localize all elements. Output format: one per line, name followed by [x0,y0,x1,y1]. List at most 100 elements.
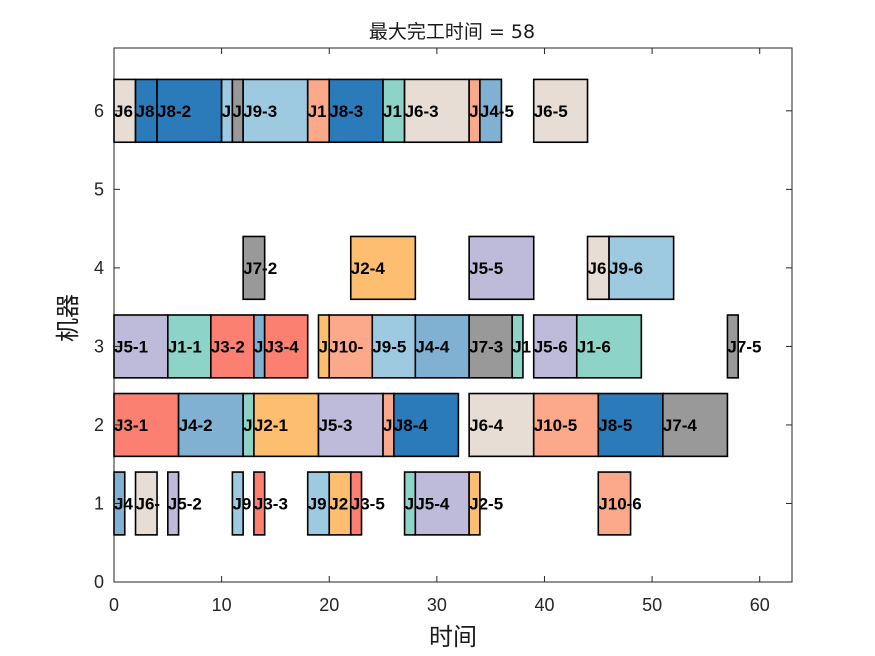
task-label: J5-3 [318,416,352,435]
y-tick-label: 6 [94,101,104,121]
task-label: J4-2 [179,416,213,435]
task-label: J6-3 [405,102,439,121]
task-label: J4 [114,494,133,513]
task-label: J [254,337,263,356]
task-label: J5-2 [168,494,202,513]
task-bar [210,314,255,379]
chart-title: 最大完工时间 = 58 [369,21,535,43]
x-tick-label: 30 [427,595,447,615]
task-bars [113,78,739,536]
y-tick-label: 4 [94,258,104,278]
x-axis-ticks: 0 10 20 30 40 50 60 [109,48,770,615]
x-tick-label: 0 [109,595,119,615]
task-label: J7-5 [727,337,761,356]
x-tick-label: 10 [212,595,232,615]
task-label: J [243,416,252,435]
task-bar [597,392,664,458]
task-label: J10- [329,337,363,356]
x-tick-label: 20 [319,595,339,615]
task-label: J9-3 [243,102,277,121]
task-label: J6 [114,102,133,121]
y-tick-label: 0 [94,572,104,592]
task-label: J10-6 [598,494,641,513]
task-bar [726,314,739,379]
task-label: J6 [588,259,607,278]
task-bar [242,235,266,301]
task-label: J3-4 [265,337,300,356]
x-tick-label: 40 [534,595,554,615]
task-label: J [383,416,392,435]
task-label: J8-5 [598,416,632,435]
task-label: J5-4 [415,494,450,513]
task-bar [167,314,212,379]
task-bar [317,392,384,458]
task-bar [511,314,524,379]
task-label: J3-3 [254,494,288,513]
task-label: J5-5 [469,259,503,278]
task-label: J [469,102,478,121]
task-bar [468,235,535,301]
y-axis-label: 机器 [54,294,82,342]
task-label: J2-1 [254,416,288,435]
task-bar [532,78,589,144]
task-label: J1 [383,102,402,121]
y-tick-label: 1 [94,493,104,513]
x-tick-label: 50 [642,595,662,615]
task-label: J6- [136,494,161,513]
task-bar [167,471,180,536]
task-label: J8 [136,102,155,121]
x-tick-label: 60 [750,595,770,615]
task-label: J7-3 [469,337,503,356]
task-label: J3-1 [114,416,148,435]
task-label: J [222,102,231,121]
task-bar [113,392,180,458]
task-label: J3-2 [211,337,245,356]
task-labels: J4 J6- J5-2 J9 J3-3 J9 J2 J3-5 J J5-4 J2-5 J10-6J3-… [114,102,761,514]
task-label: J [405,494,414,513]
task-label: J9 [308,494,327,513]
task-bar [414,471,470,536]
task-bar [253,471,266,536]
task-label: J1-1 [168,337,202,356]
task-label: J8-2 [157,102,191,121]
task-label: J10-5 [534,416,577,435]
task-bar [328,78,384,144]
task-bar [662,392,729,458]
task-bar [532,314,578,379]
y-tick-label: 2 [94,415,104,435]
task-bar [177,392,244,458]
x-axis-label: 时间 [429,623,477,651]
task-bar [597,471,632,536]
y-tick-label: 3 [94,336,104,356]
task-label: J4-4 [415,337,450,356]
task-label: J1 [512,337,531,356]
task-bar [349,235,417,301]
task-label: J6-4 [469,416,504,435]
task-bar [393,392,460,458]
task-bar [371,314,417,379]
task-label: J8-4 [394,416,429,435]
task-bar [575,314,643,379]
task-bar [468,314,513,379]
task-label: J5-6 [534,337,568,356]
task-label: J3-5 [351,494,385,513]
task-label: J5-1 [114,337,148,356]
task-label: J [232,102,241,121]
task-label: J8-3 [329,102,363,121]
task-bar [113,314,169,379]
task-label: J9-5 [372,337,406,356]
y-tick-label: 5 [94,179,104,199]
task-label: J6-5 [534,102,568,121]
y-axis-ticks: 0 1 2 3 4 5 6 [94,101,792,592]
task-label: J2-5 [469,494,503,513]
task-label: J [318,337,327,356]
task-bar [468,471,481,536]
task-bar [134,471,158,536]
task-bar [156,78,223,144]
task-bar [403,78,470,144]
task-bar [231,471,244,536]
task-label: J4-5 [480,102,514,121]
task-label: J2 [329,494,348,513]
task-label: J1 [308,102,327,121]
